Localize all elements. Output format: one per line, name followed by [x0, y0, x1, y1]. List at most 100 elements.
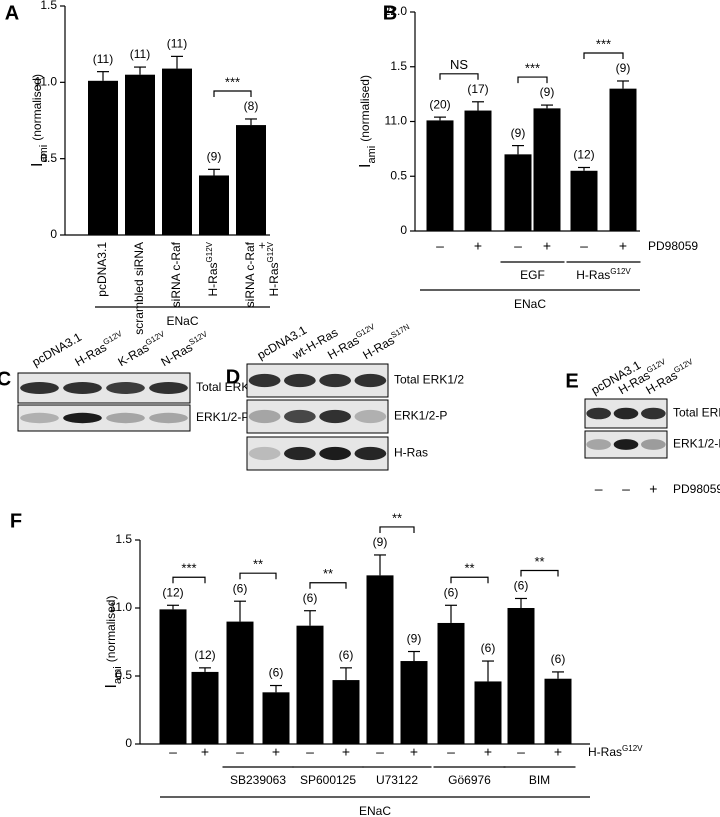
- treatment-sign: +: [649, 481, 657, 497]
- label-part: ami: [38, 145, 50, 163]
- bar: [474, 681, 502, 744]
- n-label: (6): [269, 666, 284, 680]
- label-part: H-Ras: [267, 262, 281, 296]
- label-part: H-Ras: [576, 268, 610, 282]
- bracket: [517, 76, 548, 84]
- n-label: (6): [514, 579, 529, 593]
- bar: [159, 609, 187, 744]
- row-label: Total ERK1/2: [673, 406, 720, 420]
- label-part: 1.0: [40, 75, 57, 89]
- blot-band: [586, 407, 611, 420]
- row-label: H-RasG12V: [588, 744, 643, 760]
- x-tick-label: siRNA c-Raf: [243, 241, 257, 307]
- y-tick-label: 1.5: [115, 532, 132, 546]
- label-part: G12V: [205, 241, 214, 262]
- panel-label: B: [383, 2, 397, 24]
- bar: [544, 678, 572, 744]
- bar: [191, 671, 219, 744]
- n-label: (6): [444, 585, 459, 599]
- significance-label: ***: [225, 74, 240, 89]
- y-tick-label: 0.5: [115, 668, 132, 682]
- bar: [609, 88, 637, 232]
- bar: [125, 74, 155, 235]
- panel-label: F: [10, 510, 22, 532]
- group-label: SB239063: [230, 773, 286, 787]
- row-label: PD98059: [648, 239, 698, 253]
- label-part: (normalised): [104, 596, 118, 663]
- y-axis-label: Iami (normalised): [29, 74, 50, 167]
- x-tick-label: +: [272, 744, 280, 760]
- blot-band: [284, 373, 316, 388]
- n-label: (12): [162, 585, 183, 599]
- lane-label: N-RasS12V: [158, 329, 213, 370]
- y-tick-label: 22.0: [384, 4, 408, 18]
- x-tick-label: –: [514, 238, 522, 254]
- row-label: H-Ras: [394, 446, 428, 460]
- label-part: 1: [35, 75, 42, 89]
- n-label: (9): [540, 85, 555, 99]
- blot-band: [20, 412, 59, 424]
- blot-band: [354, 373, 387, 388]
- x-tick-label: –: [376, 744, 384, 760]
- x-tick-label: pcDNA3.1: [95, 242, 109, 297]
- label-part: 1.0: [390, 114, 407, 128]
- blot-band: [586, 439, 611, 450]
- n-label: (17): [467, 82, 488, 96]
- group-label: ENaC: [514, 297, 546, 311]
- bracket: [309, 582, 347, 589]
- row-label: ERK1/2-P: [196, 410, 249, 424]
- significance-label: ***: [596, 36, 611, 51]
- label-part: G12V: [622, 744, 643, 753]
- blot-band: [149, 412, 188, 424]
- significance-label: ***: [525, 61, 540, 76]
- blot-band: [106, 412, 145, 424]
- y-tick-label: 0.5: [390, 168, 407, 182]
- x-tick-label: –: [169, 744, 177, 760]
- group-label: BIM: [529, 773, 550, 787]
- significance-label: **: [392, 510, 402, 525]
- bracket: [450, 576, 489, 584]
- panel-label: E: [565, 370, 578, 392]
- blot-band: [641, 407, 666, 420]
- bar: [296, 625, 324, 744]
- label-part: (normalised): [358, 75, 372, 142]
- significance-label: **: [534, 554, 544, 569]
- y-tick-label: 1.5: [40, 0, 57, 12]
- n-label: (6): [339, 648, 354, 662]
- group-label: SP600125: [300, 773, 356, 787]
- label-part: ami: [366, 146, 378, 164]
- y-tick-label: 0: [400, 223, 407, 237]
- blot-band: [319, 409, 351, 424]
- group-label: EGF: [520, 268, 545, 282]
- row-label: PD98059: [673, 482, 720, 496]
- x-tick-label: +: [554, 744, 562, 760]
- label-part: 2.0: [390, 4, 407, 18]
- label-part: 2: [384, 4, 391, 18]
- x-tick-label: –: [306, 744, 314, 760]
- n-label: (9): [207, 150, 222, 164]
- significance-label: **: [464, 561, 474, 576]
- group-label: U73122: [376, 773, 418, 787]
- treatment-sign: –: [622, 481, 630, 497]
- y-tick-label: 0: [125, 736, 132, 750]
- bar: [236, 125, 266, 235]
- label-part: H-Ras: [588, 745, 622, 759]
- group-label: H-RasG12V: [576, 267, 631, 283]
- group-label: ENaC: [359, 804, 391, 817]
- y-tick-label: 11.0: [110, 600, 133, 614]
- blot-panel: [17, 404, 191, 432]
- x-tick-label: +: [619, 238, 627, 254]
- y-axis-label: Iami (normalised): [357, 75, 378, 168]
- blot-band: [149, 382, 188, 394]
- bar: [533, 108, 561, 231]
- n-label: (12): [194, 648, 215, 662]
- n-label: (9): [373, 535, 388, 549]
- bar: [199, 175, 229, 235]
- bar: [366, 575, 394, 744]
- x-tick-label: +: [342, 744, 350, 760]
- blot-band: [63, 412, 102, 424]
- bar: [507, 608, 535, 744]
- blot-band: [319, 446, 351, 461]
- x-tick-label: –: [517, 744, 525, 760]
